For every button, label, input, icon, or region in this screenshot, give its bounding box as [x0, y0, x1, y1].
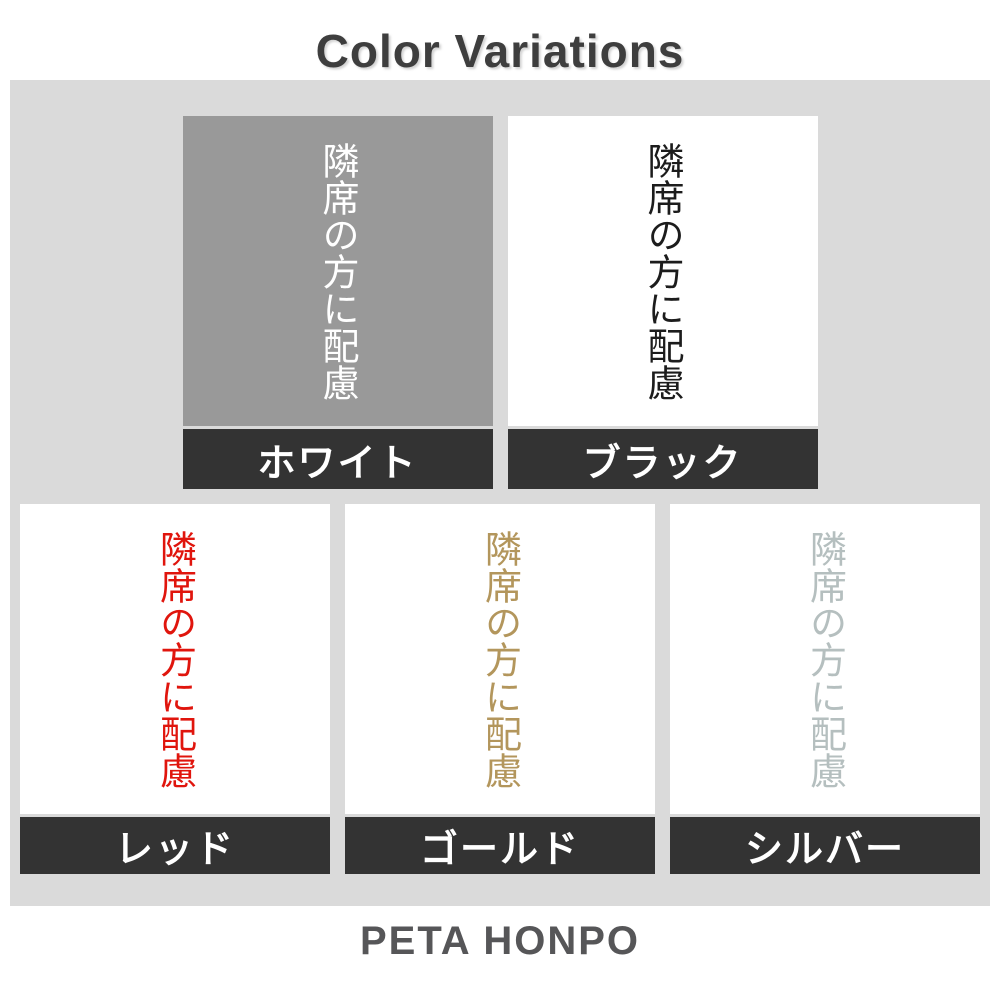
vertical-sample-text: 隣席の方に配慮	[154, 529, 196, 789]
swatch-label: ゴールド	[345, 817, 655, 874]
page-title: Color Variations	[315, 25, 685, 77]
vertical-sample-text: 隣席の方に配慮	[804, 529, 846, 789]
swatch-gold: 隣席の方に配慮 ゴールド	[345, 504, 655, 874]
swatch-row-top: 隣席の方に配慮 ホワイト 隣席の方に配慮 ブラック	[10, 116, 990, 489]
swatch-white: 隣席の方に配慮 ホワイト	[182, 116, 493, 489]
swatch-label: レッド	[20, 817, 330, 874]
swatch-row-bottom: 隣席の方に配慮 レッド 隣席の方に配慮 ゴールド 隣席の方に配慮 シルバー	[10, 504, 990, 874]
swatch-preview: 隣席の方に配慮	[345, 504, 655, 814]
vertical-sample-text: 隣席の方に配慮	[479, 529, 521, 789]
color-variations-panel: 隣席の方に配慮 ホワイト 隣席の方に配慮 ブラック 隣席の方に配慮 レッド 隣席…	[10, 80, 990, 906]
vertical-sample-text: 隣席の方に配慮	[642, 141, 683, 401]
swatch-label: シルバー	[670, 817, 980, 874]
swatch-silver: 隣席の方に配慮 シルバー	[670, 504, 980, 874]
swatch-preview: 隣席の方に配慮	[182, 116, 493, 426]
swatch-label: ブラック	[507, 429, 818, 489]
swatch-preview: 隣席の方に配慮	[20, 504, 330, 814]
swatch-preview: 隣席の方に配慮	[507, 116, 818, 426]
swatch-black: 隣席の方に配慮 ブラック	[507, 116, 818, 489]
swatch-preview: 隣席の方に配慮	[670, 504, 980, 814]
brand-name: PETA HONPO	[359, 918, 641, 963]
vertical-sample-text: 隣席の方に配慮	[317, 141, 358, 401]
swatch-red: 隣席の方に配慮 レッド	[20, 504, 330, 874]
swatch-label: ホワイト	[182, 429, 493, 489]
